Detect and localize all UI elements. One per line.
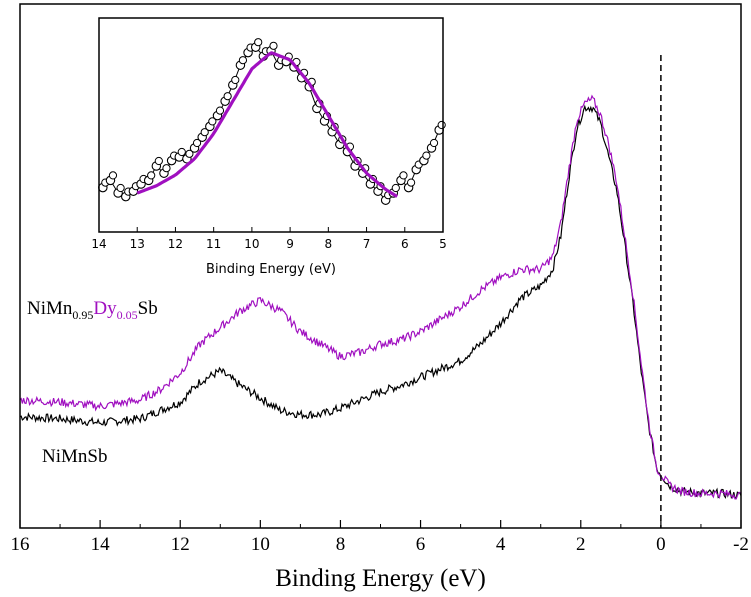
inset-data-point <box>407 178 416 187</box>
inset-plot-frame <box>98 17 444 233</box>
inset-x-tick-label: 13 <box>130 237 145 251</box>
main-series-group <box>19 94 742 500</box>
inset-x-tick-label: 11 <box>206 237 221 251</box>
inset-data-point <box>223 92 232 101</box>
main-x-tick-label: 12 <box>171 534 190 555</box>
inset-x-tick-label: 7 <box>363 237 371 251</box>
series-label-nimnsb: NiMnSb <box>42 446 107 467</box>
inset-x-axis-label: Binding Energy (eV) <box>206 262 336 277</box>
main-x-tick-label: -2 <box>733 534 749 555</box>
main-x-tick-label: 4 <box>496 534 506 555</box>
label-part-nimn: NiMn <box>27 298 73 319</box>
inset-x-tick-label: 10 <box>244 237 259 251</box>
main-x-tick-label: 8 <box>336 534 346 555</box>
main-x-tick-label: 10 <box>251 534 270 555</box>
label-part-sub-005: 0.05 <box>117 308 138 322</box>
label-part-sb: Sb <box>138 298 158 319</box>
inset-data-point <box>215 106 225 115</box>
main-x-tick-label: 0 <box>656 534 666 555</box>
inset-data-point <box>185 149 194 158</box>
inset-data-point <box>200 128 209 137</box>
inset-data-point <box>422 151 431 160</box>
main-x-axis-label: Binding Energy (eV) <box>275 565 486 592</box>
inset-plot: 14 13 12 11 10 9 8 7 6 5 Binding Energy (eV) <box>91 17 447 277</box>
inset-data-point <box>254 38 263 47</box>
inset-data-point <box>269 41 278 50</box>
label-part-sub-095: 0.95 <box>72 308 93 322</box>
inset-fit-curve <box>136 51 398 198</box>
inset-x-tick-label: 9 <box>286 237 294 251</box>
main-x-tick-label: 6 <box>416 534 426 555</box>
main-series-line-1 <box>19 94 742 500</box>
inset-data-point <box>437 120 446 130</box>
inset-x-tick-label: 14 <box>91 237 106 251</box>
main-x-axis-ticks: 16 14 12 10 8 6 4 2 0 -2 <box>11 520 749 555</box>
inset-data-point <box>399 171 408 180</box>
inset-x-axis-ticks: 14 13 12 11 10 9 8 7 6 5 <box>91 227 447 251</box>
main-x-tick-label: 2 <box>576 534 586 555</box>
main-plot: 16 14 12 10 8 6 4 2 0 -2 Binding Energy (eV) NiMn… <box>11 3 749 592</box>
inset-x-tick-label: 6 <box>401 237 409 251</box>
inset-x-tick-label: 5 <box>439 237 447 251</box>
inset-data-point <box>154 156 163 166</box>
series-label-nimn-dy-sb: NiMn0.95Dy0.05Sb <box>27 298 158 322</box>
inset-data-point <box>391 183 400 193</box>
inset-data-point <box>147 171 156 180</box>
inset-data-point <box>177 147 186 157</box>
inset-series-group <box>98 38 446 205</box>
inset-data-point <box>238 56 248 65</box>
inset-data-point <box>429 138 439 148</box>
main-x-tick-label: 14 <box>91 534 111 555</box>
inset-data-point <box>116 183 125 193</box>
inset-x-tick-label: 8 <box>325 237 333 251</box>
main-series-line-0 <box>19 104 742 500</box>
inset-x-tick-label: 12 <box>168 237 183 251</box>
inset-data-point <box>231 75 240 85</box>
inset-data-point <box>192 138 202 148</box>
main-x-tick-label: 16 <box>11 534 30 555</box>
inset-data-point <box>108 171 118 180</box>
label-part-dy: Dy <box>93 298 117 319</box>
inset-data-point <box>208 117 217 126</box>
inset-data-point <box>162 164 171 173</box>
